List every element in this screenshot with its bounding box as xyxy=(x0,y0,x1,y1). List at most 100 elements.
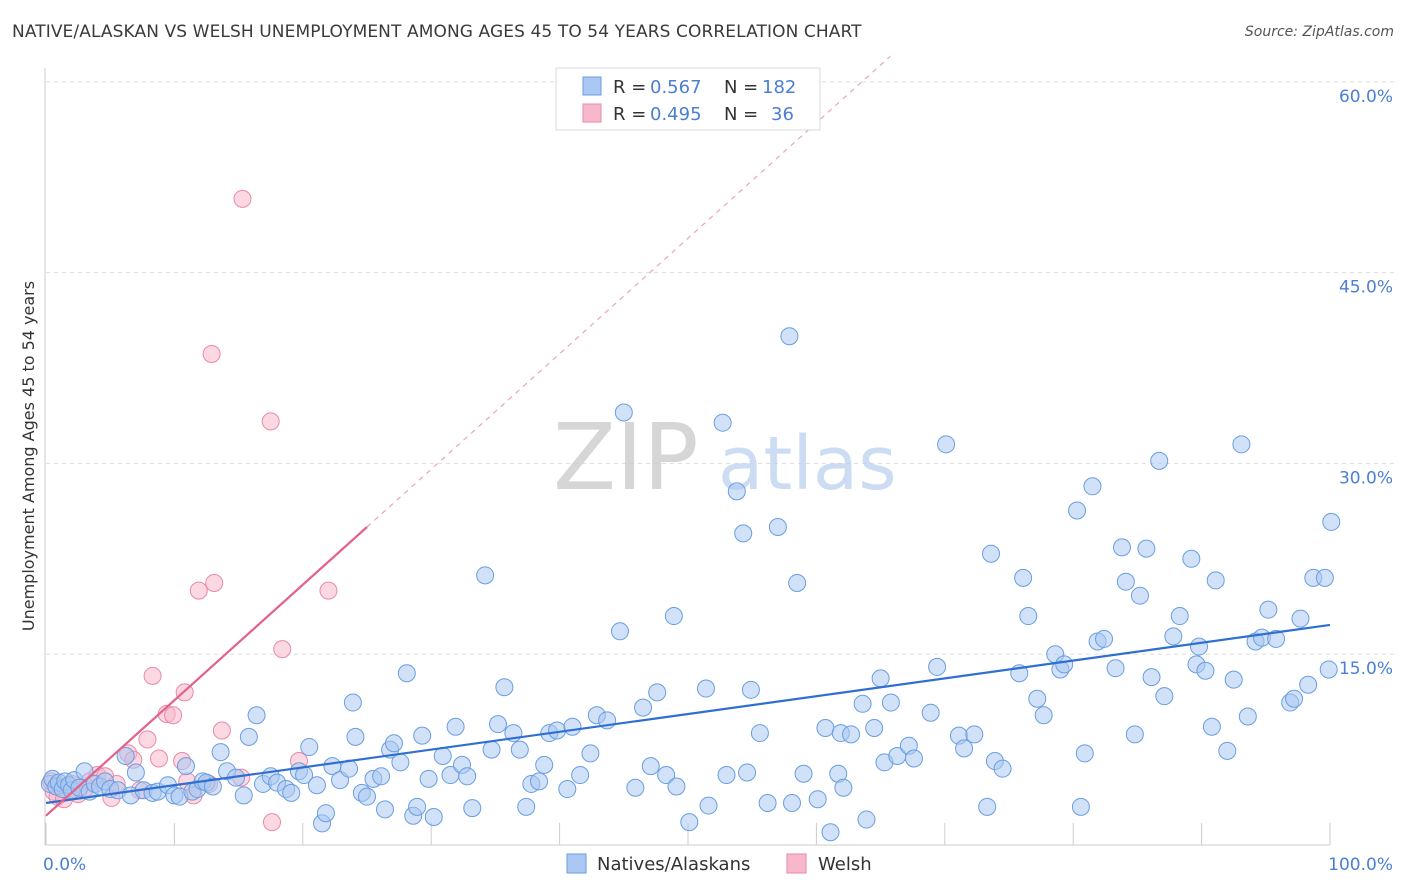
welsh-point xyxy=(212,721,231,740)
natives-point xyxy=(1125,725,1144,744)
natives-point xyxy=(717,766,736,785)
natives-point xyxy=(965,725,984,744)
natives-point xyxy=(794,764,813,783)
legend-bottom-label-natives: Natives/Alaskans xyxy=(597,854,750,875)
natives-point xyxy=(558,780,577,799)
natives-point xyxy=(641,757,660,776)
natives-point xyxy=(664,607,683,626)
natives-point xyxy=(413,726,432,745)
natives-point xyxy=(741,680,760,699)
natives-point xyxy=(203,777,222,796)
legend-n-label-1: N = xyxy=(724,77,758,98)
natives-point xyxy=(788,573,807,592)
legend-bottom-swatch-natives xyxy=(566,853,587,874)
natives-point xyxy=(816,718,835,737)
welsh-point xyxy=(143,666,162,685)
y-tick-label: 60.0% xyxy=(1339,87,1393,107)
natives-point xyxy=(1075,744,1094,763)
natives-point xyxy=(282,783,301,802)
natives-point xyxy=(1014,568,1033,587)
natives-point xyxy=(1319,660,1338,679)
natives-point xyxy=(680,813,699,832)
welsh-point xyxy=(261,412,280,431)
natives-point xyxy=(1116,572,1135,591)
natives-point xyxy=(648,683,667,702)
natives-point xyxy=(346,727,365,746)
x-tick-label: 100.0% xyxy=(1328,855,1393,875)
natives-trend-line xyxy=(45,623,1331,805)
natives-point xyxy=(488,715,507,734)
natives-point xyxy=(1095,629,1114,648)
natives-point xyxy=(1164,627,1183,646)
natives-point xyxy=(696,679,715,698)
natives-points xyxy=(40,327,1341,842)
natives-point xyxy=(1034,706,1053,725)
chart-title: NATIVE/ALASKAN VS WELSH UNEMPLOYMENT AMO… xyxy=(12,22,862,42)
natives-point xyxy=(808,790,827,809)
natives-point xyxy=(1291,609,1310,628)
natives-point xyxy=(1028,689,1047,708)
natives-point xyxy=(116,746,135,765)
natives-point xyxy=(316,804,335,823)
natives-point xyxy=(1155,687,1174,706)
welsh-point xyxy=(138,730,157,749)
natives-point xyxy=(372,767,391,786)
natives-point xyxy=(1142,668,1161,687)
natives-point xyxy=(482,740,501,759)
natives-point xyxy=(300,738,319,757)
natives-point xyxy=(408,797,427,816)
natives-point xyxy=(614,403,633,422)
legend-n-label-2: N = xyxy=(724,104,758,125)
watermark: ZIP atlas xyxy=(553,404,897,511)
welsh-point xyxy=(319,581,338,600)
natives-point xyxy=(176,757,195,776)
natives-point xyxy=(433,746,452,765)
natives-point xyxy=(384,734,403,753)
natives-point xyxy=(727,482,746,501)
x-tick-label: 0.0% xyxy=(43,855,86,875)
welsh-point xyxy=(164,706,183,725)
natives-point xyxy=(634,698,653,717)
legend-bottom: Natives/Alaskans Welsh xyxy=(566,853,872,875)
natives-point xyxy=(563,717,582,736)
legend-r-value-1: 0.567 xyxy=(650,77,702,98)
natives-point xyxy=(871,669,890,688)
natives-point xyxy=(1238,707,1257,726)
natives-point xyxy=(510,740,529,759)
legend-top: R = 0.567 N = 182 R = 0.495 N = 36 xyxy=(555,67,821,131)
natives-point xyxy=(937,435,956,454)
y-axis-label: Unemployment Among Ages 45 to 54 years xyxy=(19,281,38,631)
welsh-point xyxy=(149,749,168,768)
natives-point xyxy=(375,800,394,819)
natives-point xyxy=(535,755,554,774)
natives-point xyxy=(1259,600,1278,619)
natives-point xyxy=(626,778,645,797)
natives-point xyxy=(463,799,482,818)
natives-point xyxy=(978,797,997,816)
legend-bottom-swatch-welsh xyxy=(786,853,807,874)
natives-point xyxy=(834,778,853,797)
natives-point xyxy=(234,786,253,805)
welsh-point xyxy=(273,640,292,659)
natives-point xyxy=(1196,661,1215,680)
natives-point xyxy=(419,769,438,788)
natives-point xyxy=(1137,539,1156,558)
welsh-points xyxy=(42,189,338,832)
natives-point xyxy=(881,693,900,712)
welsh-point xyxy=(189,581,208,600)
legend-r-value-2: 0.495 xyxy=(650,104,702,125)
natives-point xyxy=(758,794,777,813)
natives-point xyxy=(928,657,947,676)
natives-point xyxy=(476,566,495,585)
natives-point xyxy=(713,413,732,432)
natives-point xyxy=(853,694,872,713)
natives-point xyxy=(1130,586,1149,605)
natives-point xyxy=(1106,659,1125,678)
natives-point xyxy=(517,797,536,816)
welsh-point xyxy=(233,189,252,208)
source-label: Source: ZipAtlas.com xyxy=(1244,24,1394,40)
natives-point xyxy=(780,327,799,346)
welsh-point xyxy=(205,573,224,592)
natives-point xyxy=(1218,741,1237,760)
